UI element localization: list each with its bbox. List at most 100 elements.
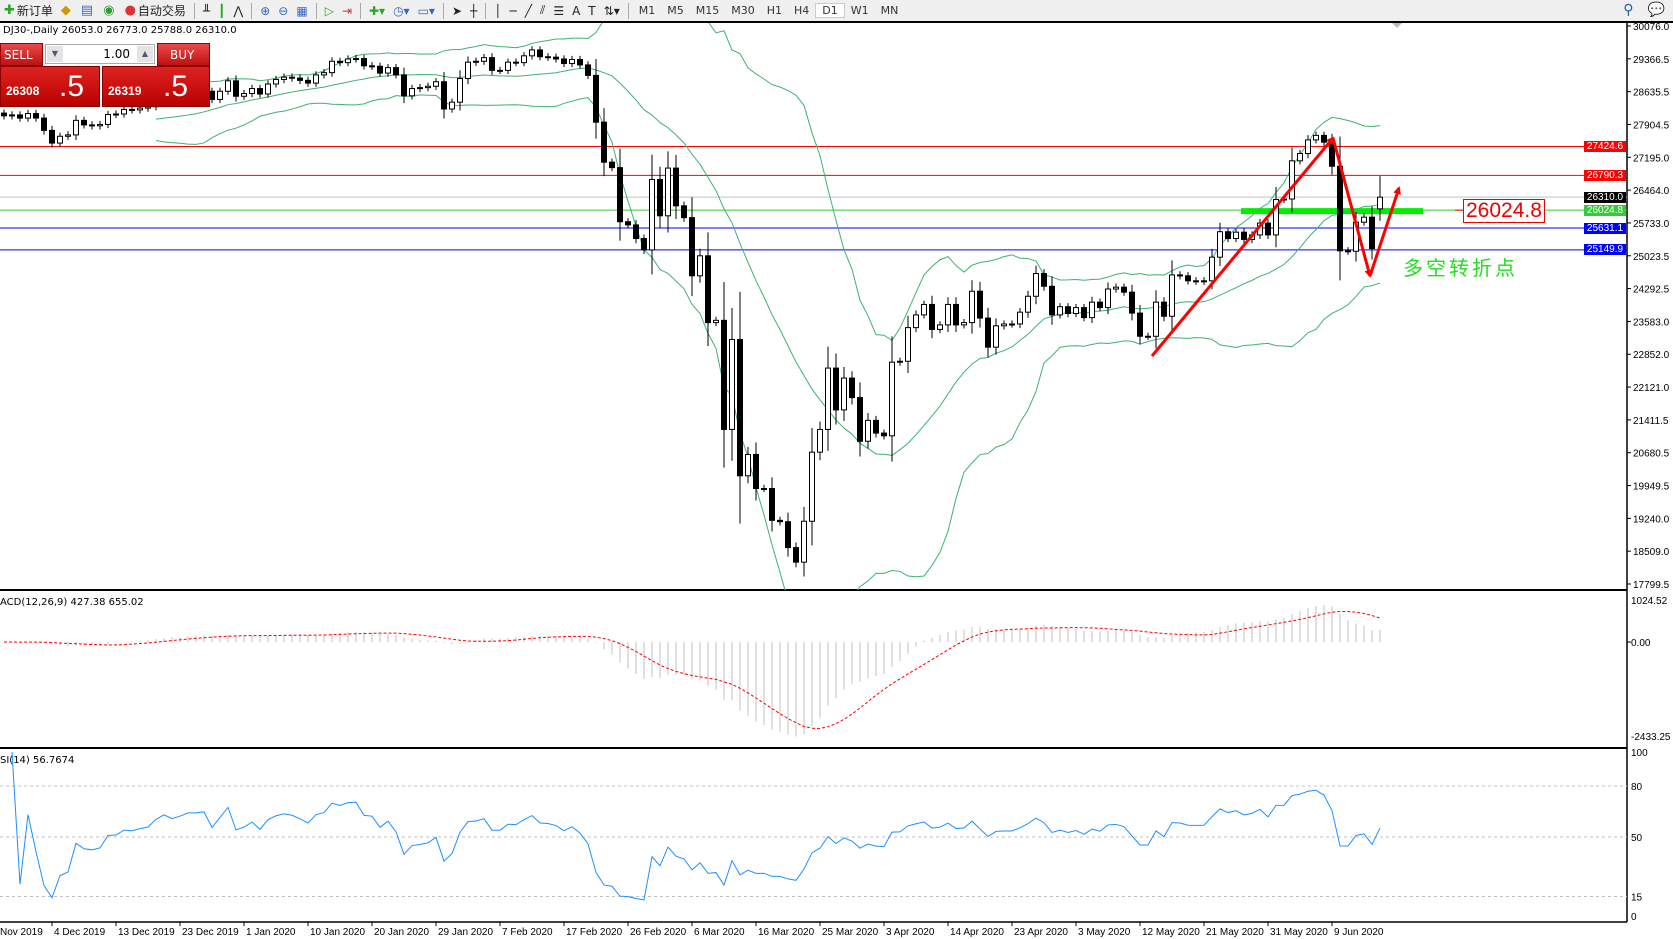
chat-icon[interactable]: 💬 bbox=[1647, 2, 1665, 18]
bollinger-upper bbox=[155, 23, 1381, 342]
rsi-tick-label: 0 bbox=[1631, 912, 1637, 923]
timeframe-d1[interactable]: D1 bbox=[815, 3, 845, 18]
trendline-icon[interactable]: ╱ bbox=[524, 3, 532, 18]
candle bbox=[945, 303, 951, 326]
date-tick-label: 1 Jan 2020 bbox=[246, 927, 296, 938]
timeframe-m30[interactable]: M30 bbox=[731, 4, 755, 17]
divider bbox=[442, 2, 444, 19]
auto-trading-button[interactable]: ● 自动交易 bbox=[121, 1, 190, 21]
timeframe-mn[interactable]: MN bbox=[880, 4, 899, 17]
toolbar: ✚ 新订单 ◆ ▤ ◉ ● 自动交易 ╨ ┃ ⋀ ⊕ ⊖ ▦ ▷ ⇥ ✚▾ ◷▾ ▭… bbox=[0, 0, 1673, 23]
text-icon[interactable]: A bbox=[572, 3, 581, 18]
timeframe-h1[interactable]: H1 bbox=[766, 4, 782, 17]
candle bbox=[353, 58, 359, 61]
timeframe-h4[interactable]: H4 bbox=[794, 4, 810, 17]
rsi-line bbox=[11, 751, 1381, 901]
candle bbox=[537, 49, 543, 58]
candle bbox=[873, 419, 879, 434]
candle bbox=[929, 303, 935, 330]
price-tick-label: 23583.0 bbox=[1633, 317, 1670, 328]
candle bbox=[1009, 323, 1015, 326]
macd-tick-label: -2433.25 bbox=[1631, 732, 1671, 743]
candle bbox=[1321, 134, 1327, 143]
rsi-tick-label: 100 bbox=[1631, 748, 1648, 759]
candle bbox=[761, 488, 767, 491]
candle bbox=[241, 93, 247, 97]
candle bbox=[457, 78, 463, 103]
date-tick-label: 10 Jan 2020 bbox=[310, 927, 366, 938]
price-tick-label: 29366.5 bbox=[1633, 55, 1670, 66]
candle bbox=[321, 72, 327, 76]
candle bbox=[1001, 323, 1007, 327]
line-chart-icon[interactable]: ⋀ bbox=[233, 3, 244, 18]
candle bbox=[1, 112, 7, 117]
candle bbox=[689, 217, 695, 277]
candle bbox=[609, 161, 615, 169]
chart-shift-icon[interactable]: ⇥ bbox=[341, 3, 352, 18]
lot-size-input[interactable]: 1.00 bbox=[103, 47, 130, 61]
turning-point-note[interactable]: 多空转折点 bbox=[1403, 256, 1518, 280]
zoom-in-icon[interactable]: ⊕ bbox=[260, 3, 271, 18]
fibonacci-icon[interactable]: ☰ bbox=[553, 3, 565, 18]
signals-icon[interactable]: ◉ bbox=[103, 3, 115, 18]
tile-windows-icon[interactable]: ▦ bbox=[296, 3, 308, 18]
price-level-label: 25149.9 bbox=[1584, 244, 1626, 256]
indicators-icon[interactable]: ✚▾ bbox=[369, 3, 386, 18]
candle bbox=[425, 85, 431, 89]
sell-price-big: .5 bbox=[59, 70, 85, 103]
candle bbox=[1241, 231, 1247, 240]
candle bbox=[905, 327, 911, 362]
trend-arrow bbox=[1368, 186, 1401, 277]
candle bbox=[809, 451, 815, 522]
search-icon[interactable]: ⚲ bbox=[1623, 2, 1634, 18]
cursor-icon[interactable]: ➤ bbox=[451, 3, 463, 18]
candle bbox=[817, 428, 823, 453]
date-tick-label: 13 Dec 2019 bbox=[118, 927, 175, 938]
price-tick-label: 26464.0 bbox=[1633, 186, 1670, 197]
candle bbox=[1153, 301, 1159, 337]
lot-size-stepper[interactable]: ▼ 1.00 ▲ bbox=[45, 44, 155, 64]
candle bbox=[377, 65, 383, 74]
increase-lot-icon[interactable]: ▲ bbox=[137, 46, 153, 62]
crosshair-icon[interactable]: ┼ bbox=[470, 3, 478, 18]
candle bbox=[465, 61, 471, 80]
price-tick-label: 22852.0 bbox=[1633, 350, 1670, 361]
text-label-icon[interactable]: T bbox=[588, 3, 596, 18]
buy-price-main: 26319 bbox=[108, 84, 142, 98]
candle bbox=[577, 58, 583, 66]
horizontal-line-icon[interactable]: ─ bbox=[509, 3, 517, 18]
candle bbox=[57, 135, 63, 144]
buy-price-button[interactable]: 26319 .5 bbox=[102, 66, 210, 107]
market-watch-icon[interactable]: ▤ bbox=[80, 3, 94, 18]
sell-price-button[interactable]: 26308 .5 bbox=[0, 66, 100, 107]
vertical-line-icon[interactable]: │ bbox=[494, 3, 502, 18]
rsi-tick-label: 50 bbox=[1631, 833, 1643, 844]
timeframe-m15[interactable]: M15 bbox=[695, 4, 720, 17]
candlestick-icon[interactable]: ┃ bbox=[218, 3, 226, 18]
arrows-icon[interactable]: ⇅▾ bbox=[603, 3, 620, 18]
new-order-button[interactable]: ✚ 新订单 bbox=[0, 1, 57, 21]
buy-button[interactable]: BUY bbox=[157, 43, 210, 66]
sell-button[interactable]: SELL bbox=[0, 43, 43, 66]
candle bbox=[1097, 301, 1103, 309]
candle bbox=[1073, 307, 1079, 315]
trend-arrow bbox=[1331, 137, 1373, 278]
decrease-lot-icon[interactable]: ▼ bbox=[47, 46, 63, 62]
autoscroll-icon[interactable]: ▷ bbox=[324, 3, 334, 18]
candle bbox=[33, 113, 39, 119]
templates-icon[interactable]: ▭▾ bbox=[417, 3, 435, 18]
candle bbox=[17, 114, 23, 119]
equidistant-channel-icon[interactable]: ⫽ bbox=[539, 3, 546, 17]
timeframe-w1[interactable]: W1 bbox=[850, 4, 869, 17]
timeframe-m5[interactable]: M5 bbox=[667, 4, 684, 17]
bar-chart-icon[interactable]: ╨ bbox=[202, 3, 211, 18]
candle bbox=[489, 57, 495, 71]
timeframe-m1[interactable]: M1 bbox=[638, 4, 656, 17]
price-annotation-box[interactable]: 26024.8 bbox=[1463, 199, 1545, 223]
candle bbox=[121, 108, 127, 115]
date-tick-label: 9 Jun 2020 bbox=[1334, 927, 1384, 938]
zoom-out-icon[interactable]: ⊖ bbox=[278, 3, 289, 18]
gold-icon[interactable]: ◆ bbox=[60, 3, 71, 18]
periods-icon[interactable]: ◷▾ bbox=[393, 3, 410, 18]
